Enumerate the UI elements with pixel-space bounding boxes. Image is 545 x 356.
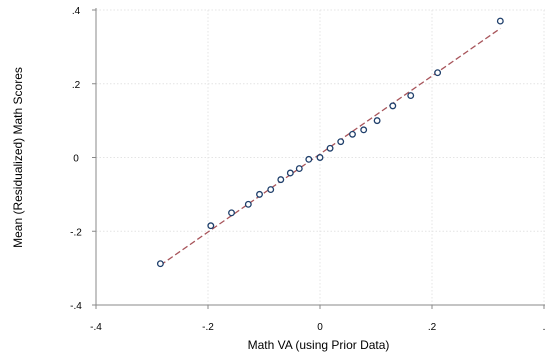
data-point [207, 222, 215, 230]
data-point [326, 144, 334, 152]
y-tick-label: -.4 [70, 301, 82, 312]
y-axis-title: Mean (Residualized) Math Scores [11, 67, 25, 248]
data-point [407, 92, 415, 99]
data-point [286, 169, 294, 177]
x-tick-label: -.2 [202, 322, 214, 333]
data-point [496, 17, 504, 25]
data-point [316, 154, 324, 161]
y-axis-ticks: -.4 -.2 0 .2 .4 [70, 6, 96, 312]
x-axis-title: Math VA (using Prior Data) [248, 338, 390, 352]
data-point [267, 186, 275, 194]
y-tick-label: .4 [72, 6, 81, 17]
data-point [256, 190, 263, 198]
y-tick-label: 0 [73, 154, 79, 165]
y-tick-label: .2 [72, 80, 81, 91]
y-tick-label: -.2 [70, 227, 82, 238]
data-point [295, 165, 303, 173]
data-point [337, 138, 345, 146]
data-point [373, 117, 381, 125]
data-point [389, 102, 397, 110]
data-point [228, 209, 235, 217]
data-point [349, 130, 356, 138]
x-tick-label: -.4 [90, 322, 102, 333]
data-point [156, 260, 164, 268]
data-point [244, 200, 252, 208]
data-point [277, 176, 285, 184]
x-axis-ticks: -.4 -.2 0 .2. [90, 305, 545, 333]
data-point [434, 69, 442, 77]
x-tick-label: .2 [428, 322, 437, 333]
x-tick-label: . [543, 322, 545, 333]
x-tick-label: 0 [317, 322, 323, 333]
data-point [360, 126, 368, 134]
data-points [156, 17, 504, 268]
data-point [305, 155, 313, 163]
